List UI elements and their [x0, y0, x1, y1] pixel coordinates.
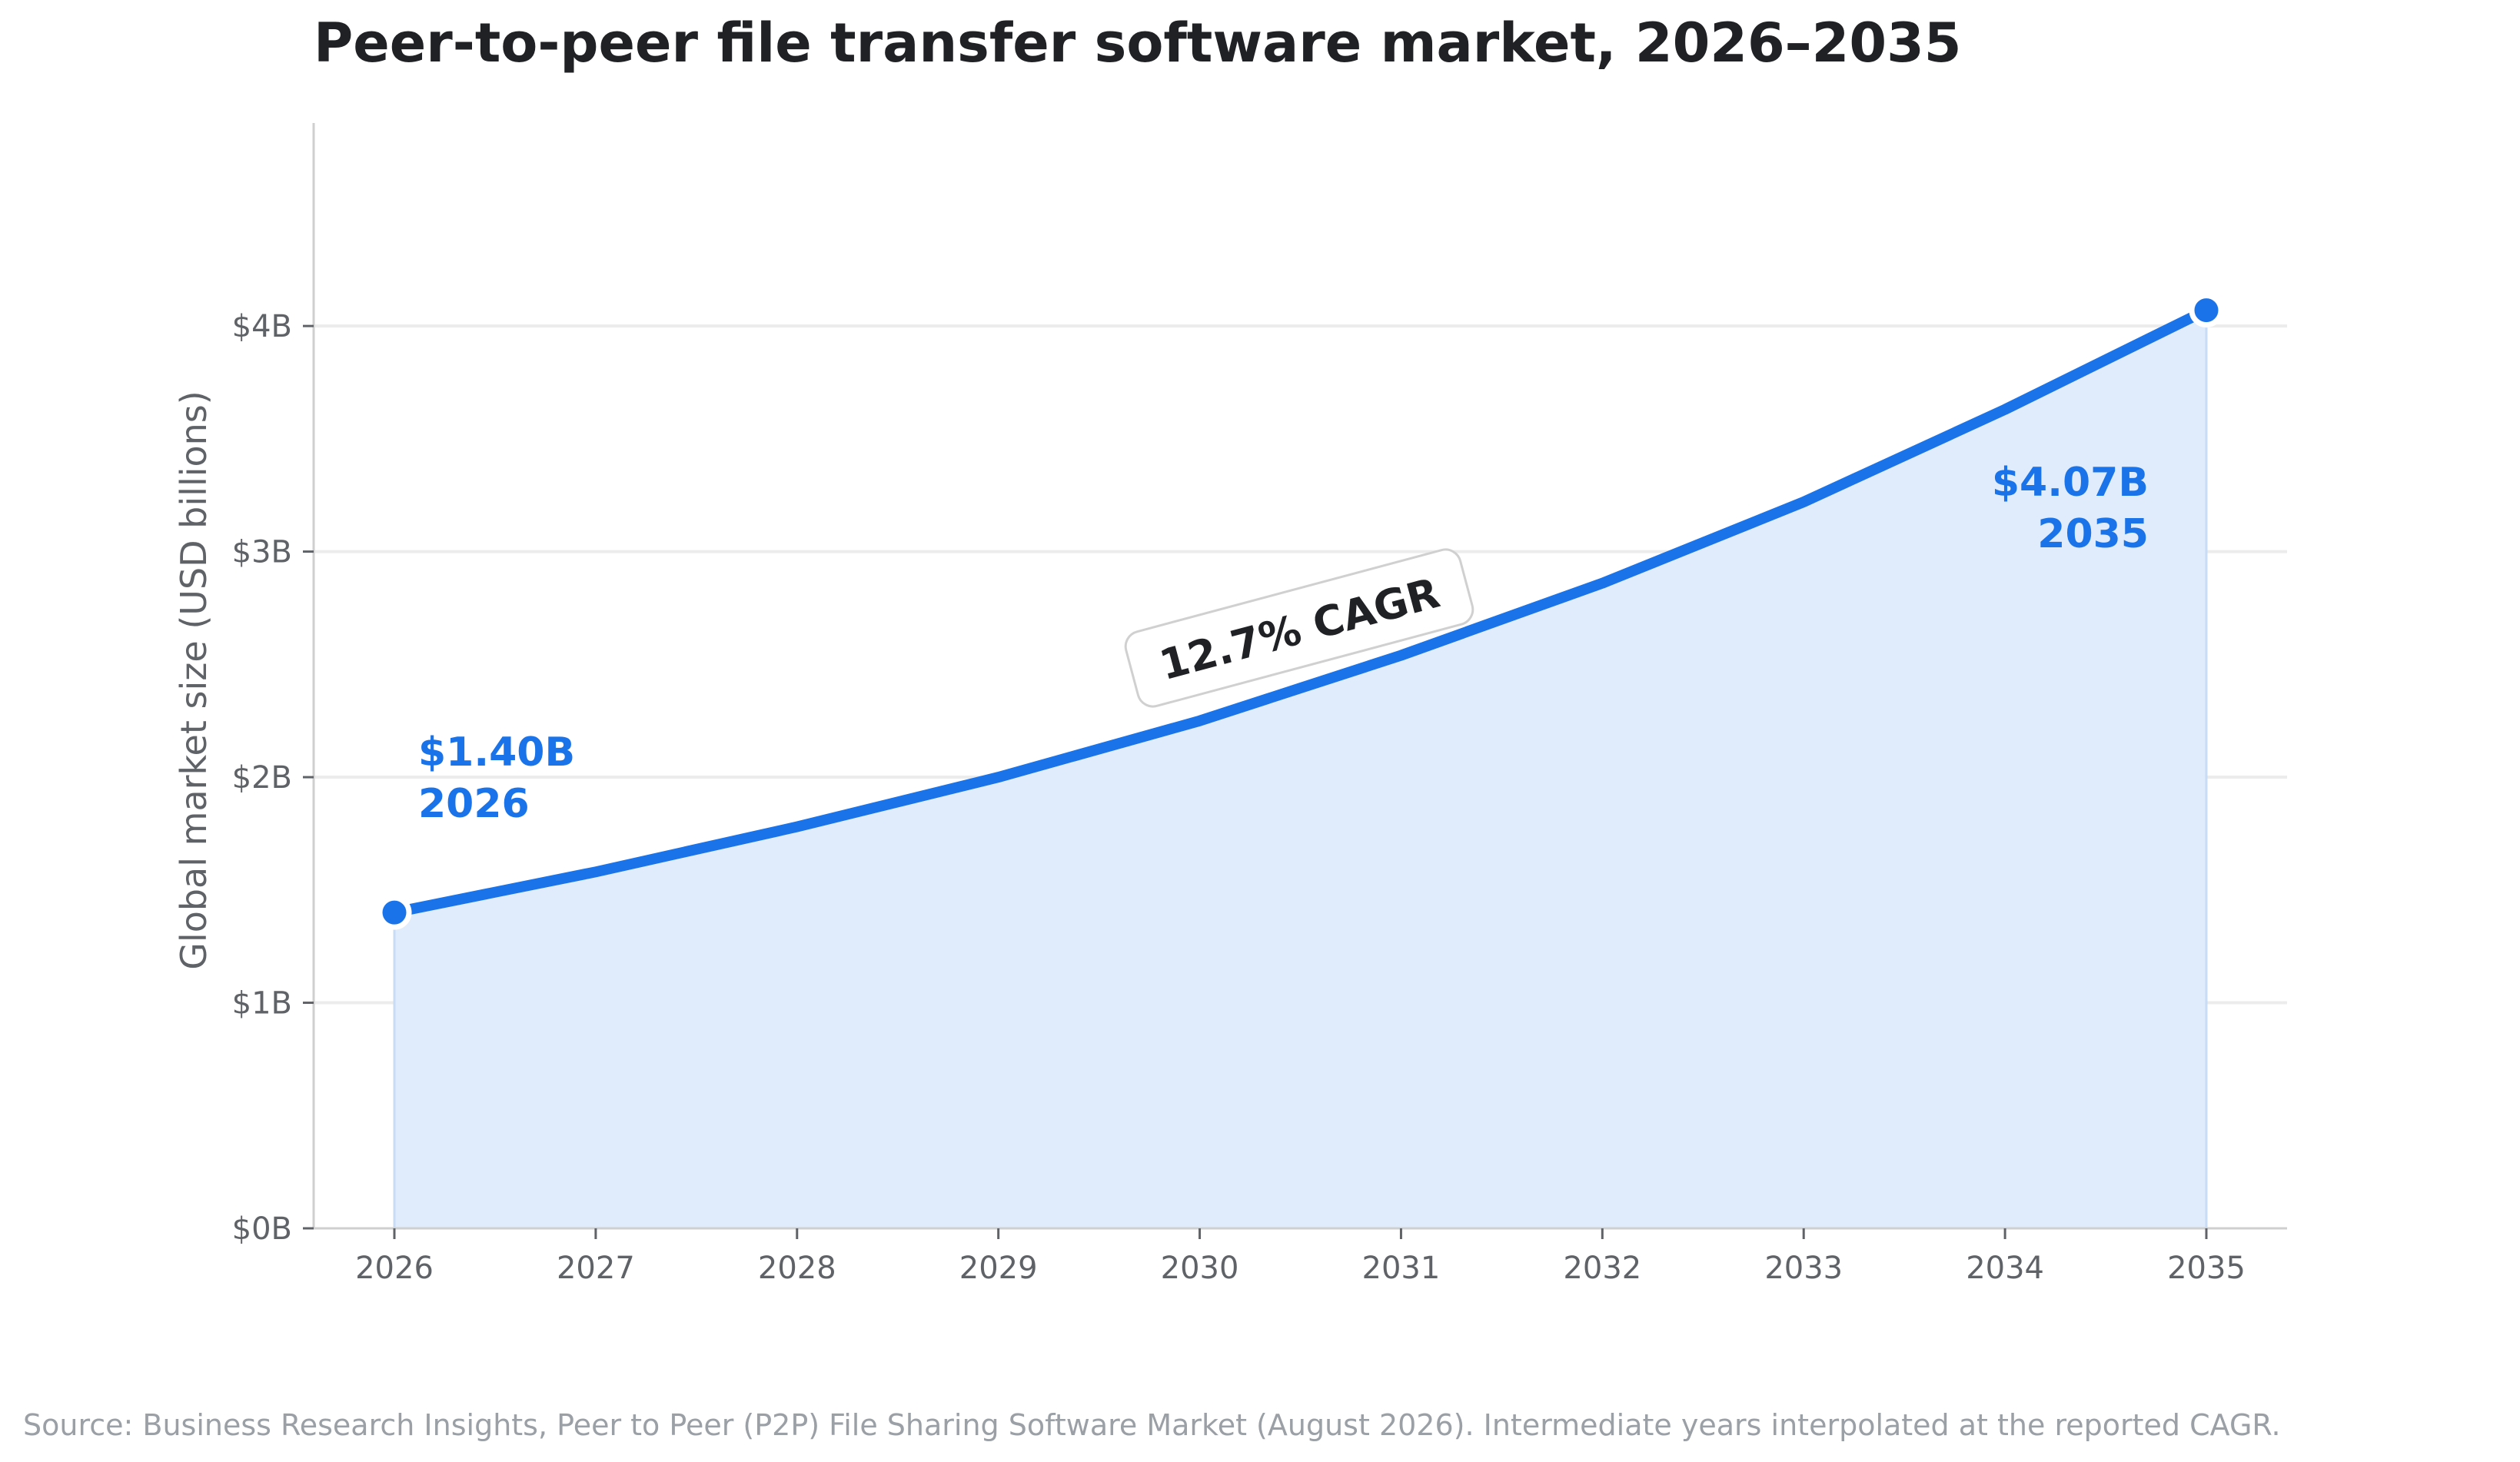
y-tick-label: $3B: [232, 535, 292, 570]
area-fill: [393, 308, 2208, 1230]
data-points: [377, 293, 2224, 930]
x-tick-label: 2029: [959, 1251, 1038, 1286]
x-tick-label: 2028: [758, 1251, 836, 1286]
data-point-2026: [377, 895, 412, 930]
data-point-2035: [2189, 293, 2224, 328]
x-tick-label: 2033: [1764, 1251, 1843, 1286]
chart-title: Peer-to-peer file transfer software mark…: [314, 12, 1962, 75]
x-tick-label: 2026: [355, 1251, 434, 1286]
end-value-label: $4.07B: [1992, 460, 2149, 506]
x-tick-label: 2031: [1362, 1251, 1441, 1286]
y-tick-label: $2B: [232, 760, 292, 796]
y-axis-label: Global market size (USD billions): [173, 390, 214, 969]
series-line: [389, 304, 2212, 919]
x-ticks: 2026 2027 2028 2029 2030 2031 2032 2033 2034 2035: [355, 1228, 2246, 1286]
x-tick-label: 2035: [2167, 1251, 2246, 1286]
x-tick-label: 2027: [557, 1251, 635, 1286]
y-tick-label: $1B: [232, 986, 292, 1022]
x-tick-label: 2030: [1161, 1251, 1239, 1286]
start-year-label: 2026: [418, 781, 530, 827]
start-value-label: $1.40B: [418, 729, 575, 776]
x-tick-label: 2034: [1966, 1251, 2044, 1286]
y-ticks: $0B $1B $2B $3B $4B: [232, 309, 314, 1247]
y-tick-label: $0B: [232, 1211, 292, 1247]
cagr-badge-box: [1124, 548, 1474, 708]
y-tick-label: $4B: [232, 309, 292, 344]
x-tick-label: 2032: [1563, 1251, 1641, 1286]
end-year-label: 2035: [2037, 511, 2149, 557]
source-note: Source: Business Research Insights, Peer…: [23, 1408, 2281, 1442]
